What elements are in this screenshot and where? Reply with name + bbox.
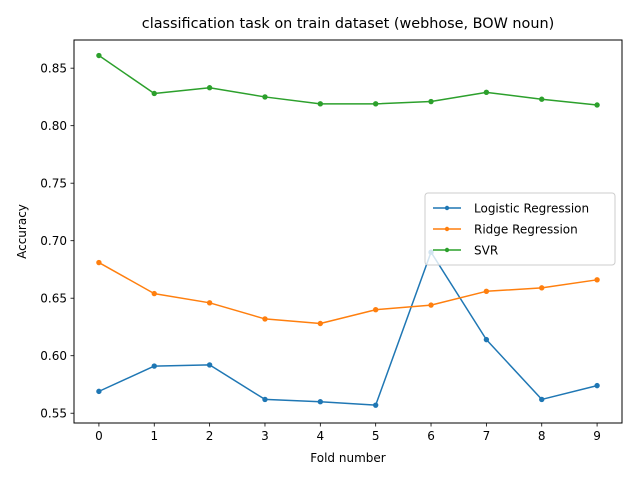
x-tick-label: 4 (317, 429, 325, 443)
legend-label-svr: SVR (474, 244, 498, 258)
series-line-ridge-regression (98, 261, 598, 325)
data-point-svr (594, 102, 600, 108)
legend-frame (424, 192, 616, 266)
series-line-logistic-regression (98, 251, 598, 406)
y-tick-label: 0.70 (40, 234, 67, 248)
series-line-svr (98, 54, 598, 106)
x-tick-label: 9 (593, 429, 601, 443)
y-tick-label: 0.80 (40, 119, 67, 133)
x-axis-ticks: 0 1 2 3 4 5 6 7 8 9 (95, 423, 601, 443)
data-point-svr (428, 98, 434, 105)
legend-marker-ridge-regression (444, 226, 450, 232)
data-point-logistic-regression (483, 336, 490, 343)
data-point-logistic-regression (151, 363, 157, 369)
x-axis-label: Fold number (310, 451, 385, 465)
data-point-svr (96, 52, 102, 59)
x-tick-label: 3 (261, 429, 269, 443)
x-tick-label: 6 (427, 429, 435, 443)
data-point-svr (539, 96, 545, 102)
y-tick-label: 0.60 (40, 349, 67, 363)
y-tick-label: 0.85 (40, 62, 67, 76)
y-axis-label: Accuracy (15, 204, 29, 259)
data-point-ridge-regression (428, 302, 434, 308)
x-tick-label: 1 (150, 429, 158, 443)
data-point-logistic-regression (317, 399, 324, 405)
data-point-logistic-regression (96, 388, 102, 395)
data-point-svr (151, 90, 157, 97)
chart-title: classification task on train dataset (we… (142, 16, 554, 32)
legend-label-logistic-regression: Logistic Regression (474, 202, 589, 216)
data-point-logistic-regression (262, 396, 268, 403)
y-tick-label: 0.75 (40, 177, 67, 191)
data-point-logistic-regression (539, 396, 545, 403)
data-point-logistic-regression (372, 402, 379, 408)
data-point-svr (372, 101, 379, 107)
data-point-svr (206, 85, 213, 91)
data-point-ridge-regression (151, 290, 157, 297)
legend-label-ridge-regression: Ridge Regression (474, 223, 578, 237)
data-point-logistic-regression (594, 382, 600, 389)
legend-marker-svr (444, 247, 450, 253)
y-axis-ticks: 0.55 0.60 0.65 0.70 0.75 0.80 0.85 (40, 62, 74, 421)
data-point-ridge-regression (206, 300, 213, 306)
data-point-ridge-regression (539, 285, 545, 291)
data-point-logistic-regression (206, 362, 213, 368)
x-tick-label: 7 (483, 429, 491, 443)
y-tick-label: 0.65 (40, 292, 67, 306)
legend-marker-logistic-regression (444, 205, 450, 211)
x-tick-label: 8 (538, 429, 546, 443)
data-point-svr (483, 89, 490, 96)
data-point-ridge-regression (372, 307, 379, 313)
data-point-ridge-regression (594, 277, 600, 283)
x-tick-label: 5 (372, 429, 380, 443)
data-point-ridge-regression (262, 316, 268, 322)
legend: Logistic Regression Ridge Regression SVR (424, 192, 616, 266)
x-tick-label: 2 (206, 429, 214, 443)
data-point-ridge-regression (317, 320, 324, 327)
y-tick-label: 0.55 (40, 407, 67, 421)
data-point-ridge-regression (483, 288, 490, 295)
data-point-svr (317, 101, 324, 107)
plot-frame (73, 39, 623, 424)
data-point-svr (262, 94, 268, 100)
data-point-ridge-regression (96, 259, 102, 266)
x-tick-label: 0 (95, 429, 103, 443)
